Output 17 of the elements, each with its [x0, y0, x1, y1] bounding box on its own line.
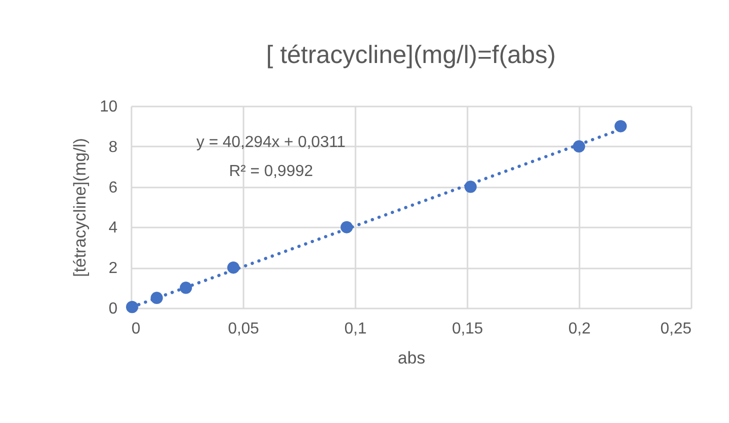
annotation: R² = 0,9992 [228, 163, 314, 180]
x-axis-title: abs [398, 348, 426, 368]
x-tick-label: 0,05 [228, 320, 260, 338]
x-tick-label: 0 [132, 320, 140, 338]
y-tick-label: 8 [108, 138, 118, 156]
y-tick-label: 4 [108, 220, 118, 237]
y-axis-title: [tétracycline](mg/l) [70, 138, 90, 277]
x-tick-label: 0,1 [344, 320, 367, 338]
y-tick-label: 6 [108, 179, 118, 196]
y-tick-label: 2 [108, 260, 118, 278]
y-tick-label: 10 [100, 98, 118, 116]
annotation: y = 40,294x + 0,0311 [196, 134, 346, 151]
chart-title: [ tétracycline](mg/l)=f(abs) [266, 41, 556, 69]
x-tick-label: 0,15 [452, 320, 484, 338]
x-tick-label: 0,2 [568, 320, 591, 338]
y-tick-label: 0 [108, 300, 118, 318]
x-tick-label: 0,25 [660, 320, 692, 338]
